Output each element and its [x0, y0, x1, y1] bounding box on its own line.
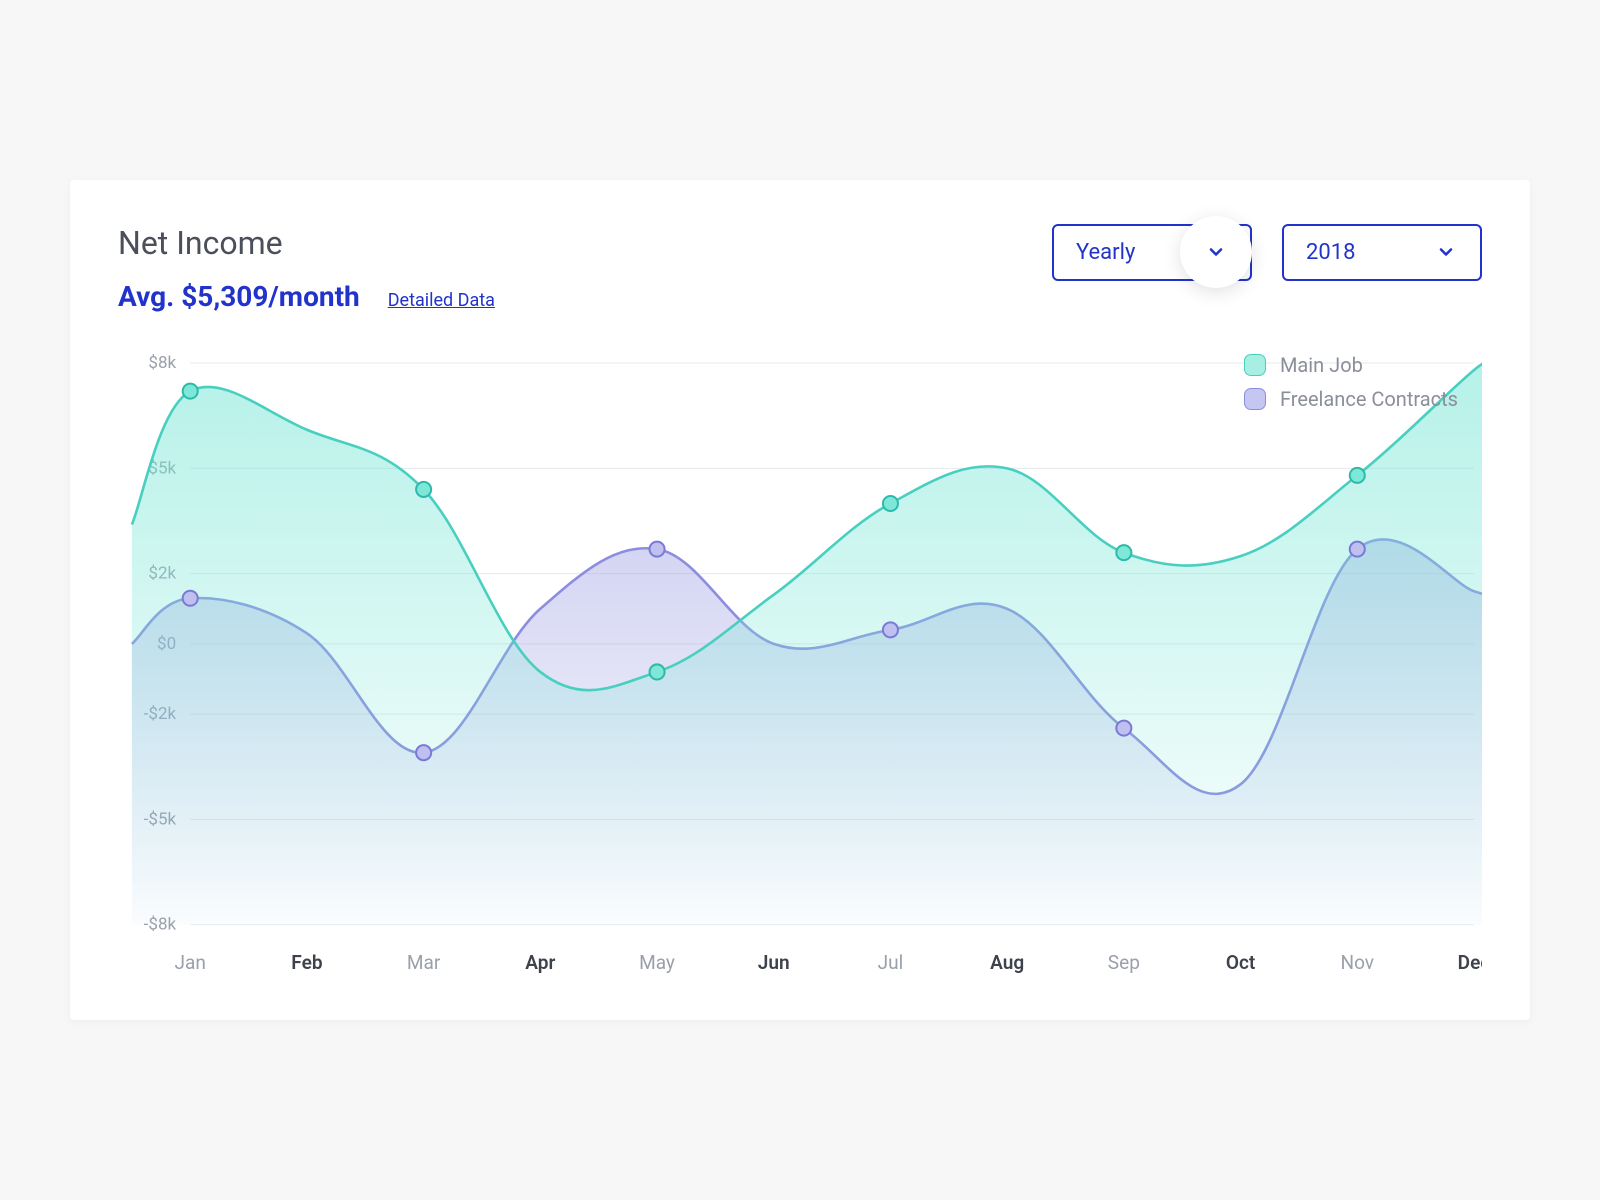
chevron-down-icon	[1204, 240, 1228, 264]
sub-row: Avg. $5,309/month Detailed Data	[118, 280, 495, 313]
svg-text:Feb: Feb	[291, 950, 323, 973]
year-select[interactable]: 2018	[1282, 224, 1482, 281]
legend: Main Job Freelance Contracts	[1244, 353, 1458, 411]
period-select-value: Yearly	[1076, 240, 1135, 265]
card-title: Net Income	[118, 224, 495, 262]
svg-text:Nov: Nov	[1340, 950, 1374, 973]
legend-label: Main Job	[1280, 353, 1363, 377]
net-income-chart: $8k$5k$2k$0-$2k-$5k-$8kJanFebMarAprMayJu…	[118, 343, 1482, 985]
legend-item-freelance: Freelance Contracts	[1244, 387, 1458, 411]
legend-label: Freelance Contracts	[1280, 387, 1458, 411]
period-select[interactable]: Yearly	[1052, 224, 1252, 281]
selectors: Yearly 2018	[1052, 224, 1482, 281]
year-select-value: 2018	[1306, 240, 1355, 265]
svg-text:Dec: Dec	[1458, 950, 1482, 973]
legend-swatch	[1244, 354, 1266, 376]
legend-swatch	[1244, 388, 1266, 410]
svg-text:Jun: Jun	[758, 950, 790, 973]
avg-income: Avg. $5,309/month	[118, 280, 360, 313]
header-row: Net Income Avg. $5,309/month Detailed Da…	[118, 224, 1482, 313]
svg-text:Sep: Sep	[1108, 950, 1140, 973]
svg-text:Oct: Oct	[1226, 950, 1255, 973]
svg-text:Jul: Jul	[878, 950, 904, 973]
detailed-data-link[interactable]: Detailed Data	[388, 290, 495, 311]
svg-text:$8k: $8k	[148, 353, 176, 373]
svg-text:Aug: Aug	[990, 950, 1024, 973]
chevron-down-icon	[1434, 240, 1458, 264]
svg-text:May: May	[639, 950, 675, 973]
legend-item-main-job: Main Job	[1244, 353, 1458, 377]
title-block: Net Income Avg. $5,309/month Detailed Da…	[118, 224, 495, 313]
net-income-card: Net Income Avg. $5,309/month Detailed Da…	[70, 180, 1530, 1021]
svg-text:Apr: Apr	[525, 950, 555, 973]
chart-wrap: Main Job Freelance Contracts $8k$5k$2k$0…	[118, 343, 1482, 985]
svg-text:Mar: Mar	[407, 950, 441, 973]
svg-text:Jan: Jan	[175, 950, 206, 973]
